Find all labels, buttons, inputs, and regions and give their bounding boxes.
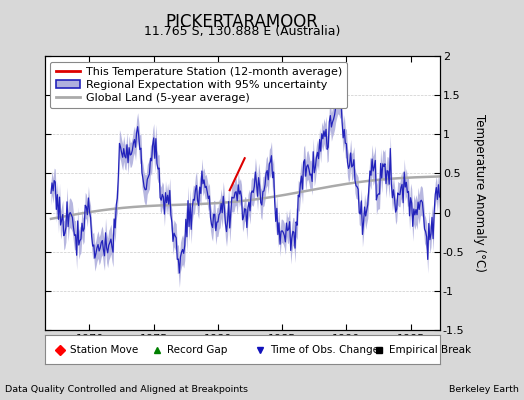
Text: Empirical Break: Empirical Break bbox=[389, 344, 471, 354]
Text: Time of Obs. Change: Time of Obs. Change bbox=[270, 344, 379, 354]
Text: Data Quality Controlled and Aligned at Breakpoints: Data Quality Controlled and Aligned at B… bbox=[5, 386, 248, 394]
Text: Record Gap: Record Gap bbox=[167, 344, 227, 354]
Y-axis label: Temperature Anomaly (°C): Temperature Anomaly (°C) bbox=[473, 114, 486, 272]
Text: 11.765 S, 130.888 E (Australia): 11.765 S, 130.888 E (Australia) bbox=[144, 25, 340, 38]
Text: Berkeley Earth: Berkeley Earth bbox=[449, 386, 519, 394]
Legend: This Temperature Station (12-month average), Regional Expectation with 95% uncer: This Temperature Station (12-month avera… bbox=[50, 62, 347, 108]
Text: PICKERTARAMOOR: PICKERTARAMOOR bbox=[166, 13, 319, 31]
Text: Station Move: Station Move bbox=[70, 344, 138, 354]
